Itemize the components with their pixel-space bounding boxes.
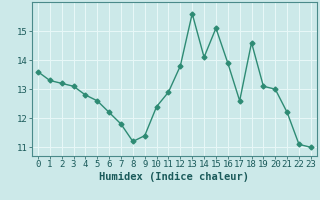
X-axis label: Humidex (Indice chaleur): Humidex (Indice chaleur) xyxy=(100,172,249,182)
